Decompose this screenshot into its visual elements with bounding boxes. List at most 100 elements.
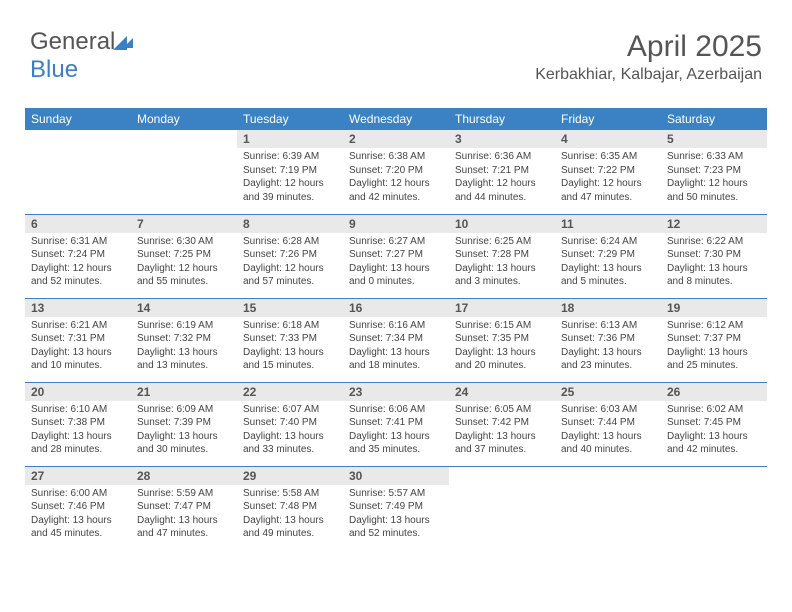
calendar-cell: 9Sunrise: 6:27 AMSunset: 7:27 PMDaylight…	[343, 214, 449, 298]
calendar-cell: 20Sunrise: 6:10 AMSunset: 7:38 PMDayligh…	[25, 382, 131, 466]
day-number: 7	[131, 215, 237, 233]
calendar-cell: 19Sunrise: 6:12 AMSunset: 7:37 PMDayligh…	[661, 298, 767, 382]
day-body: Sunrise: 6:31 AMSunset: 7:24 PMDaylight:…	[25, 233, 131, 293]
calendar-cell: 5Sunrise: 6:33 AMSunset: 7:23 PMDaylight…	[661, 130, 767, 214]
day-number: 17	[449, 299, 555, 317]
calendar-cell: 13Sunrise: 6:21 AMSunset: 7:31 PMDayligh…	[25, 298, 131, 382]
day-body: Sunrise: 6:15 AMSunset: 7:35 PMDaylight:…	[449, 317, 555, 377]
calendar-cell: 11Sunrise: 6:24 AMSunset: 7:29 PMDayligh…	[555, 214, 661, 298]
day-number: 30	[343, 467, 449, 485]
day-number: 21	[131, 383, 237, 401]
calendar-week-row: 13Sunrise: 6:21 AMSunset: 7:31 PMDayligh…	[25, 298, 767, 382]
calendar-cell	[25, 130, 131, 214]
weekday-header: Wednesday	[343, 108, 449, 130]
calendar-cell: 25Sunrise: 6:03 AMSunset: 7:44 PMDayligh…	[555, 382, 661, 466]
day-body: Sunrise: 6:21 AMSunset: 7:31 PMDaylight:…	[25, 317, 131, 377]
day-number: 14	[131, 299, 237, 317]
day-body: Sunrise: 6:35 AMSunset: 7:22 PMDaylight:…	[555, 148, 661, 208]
calendar-cell: 3Sunrise: 6:36 AMSunset: 7:21 PMDaylight…	[449, 130, 555, 214]
day-body: Sunrise: 6:24 AMSunset: 7:29 PMDaylight:…	[555, 233, 661, 293]
day-body: Sunrise: 6:07 AMSunset: 7:40 PMDaylight:…	[237, 401, 343, 461]
day-number: 28	[131, 467, 237, 485]
day-body: Sunrise: 6:19 AMSunset: 7:32 PMDaylight:…	[131, 317, 237, 377]
day-body: Sunrise: 6:10 AMSunset: 7:38 PMDaylight:…	[25, 401, 131, 461]
calendar-cell	[449, 466, 555, 550]
day-number: 22	[237, 383, 343, 401]
day-body: Sunrise: 5:59 AMSunset: 7:47 PMDaylight:…	[131, 485, 237, 545]
day-number: 29	[237, 467, 343, 485]
weekday-header: Thursday	[449, 108, 555, 130]
calendar-cell: 15Sunrise: 6:18 AMSunset: 7:33 PMDayligh…	[237, 298, 343, 382]
calendar-table: Sunday Monday Tuesday Wednesday Thursday…	[25, 108, 767, 550]
day-body: Sunrise: 6:33 AMSunset: 7:23 PMDaylight:…	[661, 148, 767, 208]
calendar-cell: 28Sunrise: 5:59 AMSunset: 7:47 PMDayligh…	[131, 466, 237, 550]
month-year: April 2025	[535, 30, 762, 64]
day-number: 26	[661, 383, 767, 401]
logo-triangle2-icon	[123, 38, 133, 48]
calendar-cell: 8Sunrise: 6:28 AMSunset: 7:26 PMDaylight…	[237, 214, 343, 298]
day-body: Sunrise: 6:02 AMSunset: 7:45 PMDaylight:…	[661, 401, 767, 461]
day-body: Sunrise: 6:28 AMSunset: 7:26 PMDaylight:…	[237, 233, 343, 293]
day-body: Sunrise: 5:57 AMSunset: 7:49 PMDaylight:…	[343, 485, 449, 545]
calendar-cell	[131, 130, 237, 214]
day-body: Sunrise: 6:12 AMSunset: 7:37 PMDaylight:…	[661, 317, 767, 377]
calendar-cell: 6Sunrise: 6:31 AMSunset: 7:24 PMDaylight…	[25, 214, 131, 298]
calendar-cell	[661, 466, 767, 550]
calendar-week-row: 27Sunrise: 6:00 AMSunset: 7:46 PMDayligh…	[25, 466, 767, 550]
calendar-cell: 1Sunrise: 6:39 AMSunset: 7:19 PMDaylight…	[237, 130, 343, 214]
location: Kerbakhiar, Kalbajar, Azerbaijan	[535, 66, 762, 84]
logo-text-general: General	[30, 28, 115, 55]
day-number: 1	[237, 130, 343, 148]
calendar-cell: 22Sunrise: 6:07 AMSunset: 7:40 PMDayligh…	[237, 382, 343, 466]
calendar-cell: 7Sunrise: 6:30 AMSunset: 7:25 PMDaylight…	[131, 214, 237, 298]
day-body: Sunrise: 6:05 AMSunset: 7:42 PMDaylight:…	[449, 401, 555, 461]
day-body: Sunrise: 6:03 AMSunset: 7:44 PMDaylight:…	[555, 401, 661, 461]
day-number: 2	[343, 130, 449, 148]
calendar-cell: 26Sunrise: 6:02 AMSunset: 7:45 PMDayligh…	[661, 382, 767, 466]
calendar-week-row: 20Sunrise: 6:10 AMSunset: 7:38 PMDayligh…	[25, 382, 767, 466]
title-block: April 2025 Kerbakhiar, Kalbajar, Azerbai…	[535, 30, 762, 84]
day-body: Sunrise: 6:00 AMSunset: 7:46 PMDaylight:…	[25, 485, 131, 545]
weekday-header: Tuesday	[237, 108, 343, 130]
day-number: 18	[555, 299, 661, 317]
logo: General Blue	[30, 28, 133, 84]
weekday-header: Sunday	[25, 108, 131, 130]
calendar-cell: 24Sunrise: 6:05 AMSunset: 7:42 PMDayligh…	[449, 382, 555, 466]
calendar-cell: 23Sunrise: 6:06 AMSunset: 7:41 PMDayligh…	[343, 382, 449, 466]
day-number: 11	[555, 215, 661, 233]
day-number: 20	[25, 383, 131, 401]
calendar-cell: 21Sunrise: 6:09 AMSunset: 7:39 PMDayligh…	[131, 382, 237, 466]
day-number: 4	[555, 130, 661, 148]
day-number: 24	[449, 383, 555, 401]
day-body: Sunrise: 6:06 AMSunset: 7:41 PMDaylight:…	[343, 401, 449, 461]
day-number: 16	[343, 299, 449, 317]
day-body: Sunrise: 6:25 AMSunset: 7:28 PMDaylight:…	[449, 233, 555, 293]
day-body: Sunrise: 6:38 AMSunset: 7:20 PMDaylight:…	[343, 148, 449, 208]
day-body: Sunrise: 6:36 AMSunset: 7:21 PMDaylight:…	[449, 148, 555, 208]
calendar-cell: 29Sunrise: 5:58 AMSunset: 7:48 PMDayligh…	[237, 466, 343, 550]
day-number: 19	[661, 299, 767, 317]
day-body: Sunrise: 6:30 AMSunset: 7:25 PMDaylight:…	[131, 233, 237, 293]
calendar-week-row: 1Sunrise: 6:39 AMSunset: 7:19 PMDaylight…	[25, 130, 767, 214]
day-body: Sunrise: 6:18 AMSunset: 7:33 PMDaylight:…	[237, 317, 343, 377]
logo-text-blue: Blue	[30, 56, 78, 83]
calendar-cell: 12Sunrise: 6:22 AMSunset: 7:30 PMDayligh…	[661, 214, 767, 298]
day-body: Sunrise: 6:39 AMSunset: 7:19 PMDaylight:…	[237, 148, 343, 208]
weekday-header: Monday	[131, 108, 237, 130]
day-number: 9	[343, 215, 449, 233]
calendar-cell: 16Sunrise: 6:16 AMSunset: 7:34 PMDayligh…	[343, 298, 449, 382]
day-number: 12	[661, 215, 767, 233]
day-number: 6	[25, 215, 131, 233]
calendar-week-row: 6Sunrise: 6:31 AMSunset: 7:24 PMDaylight…	[25, 214, 767, 298]
day-body: Sunrise: 6:16 AMSunset: 7:34 PMDaylight:…	[343, 317, 449, 377]
weekday-header: Friday	[555, 108, 661, 130]
day-number: 25	[555, 383, 661, 401]
calendar-cell: 2Sunrise: 6:38 AMSunset: 7:20 PMDaylight…	[343, 130, 449, 214]
calendar-cell: 17Sunrise: 6:15 AMSunset: 7:35 PMDayligh…	[449, 298, 555, 382]
day-number: 27	[25, 467, 131, 485]
day-body: Sunrise: 6:13 AMSunset: 7:36 PMDaylight:…	[555, 317, 661, 377]
day-number: 23	[343, 383, 449, 401]
calendar-cell: 27Sunrise: 6:00 AMSunset: 7:46 PMDayligh…	[25, 466, 131, 550]
day-body: Sunrise: 6:22 AMSunset: 7:30 PMDaylight:…	[661, 233, 767, 293]
day-number: 8	[237, 215, 343, 233]
